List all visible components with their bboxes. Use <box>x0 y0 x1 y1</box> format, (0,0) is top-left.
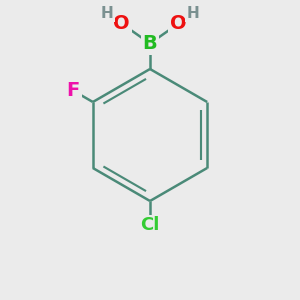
Text: O: O <box>170 14 187 33</box>
Text: H: H <box>187 6 200 21</box>
Text: H: H <box>100 6 113 21</box>
Text: F: F <box>67 81 80 100</box>
Text: O: O <box>113 14 130 33</box>
Text: B: B <box>142 34 158 53</box>
Text: Cl: Cl <box>140 216 160 234</box>
